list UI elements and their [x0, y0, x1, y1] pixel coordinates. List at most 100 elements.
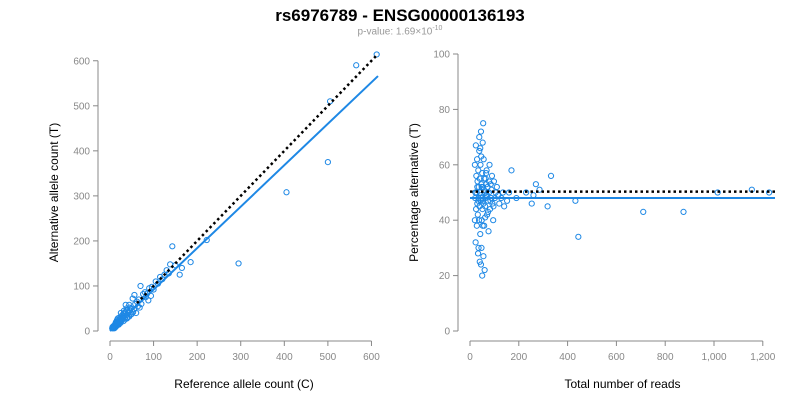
left-data-point	[137, 282, 144, 290]
right-data-point	[501, 203, 508, 210]
right-data-point	[473, 206, 480, 213]
left-y-tick-label: 400	[73, 146, 90, 157]
right-data-point	[485, 228, 492, 235]
right-y-tick-label: 60	[439, 160, 451, 171]
left-data-point	[122, 301, 129, 308]
left-data-point	[353, 62, 360, 69]
right-x-tick-label: 1,200	[750, 352, 775, 363]
left-reference-line	[136, 53, 379, 304]
pvalue-exponent: -10	[432, 25, 443, 32]
right-data-point	[766, 189, 773, 196]
left-y-tick-label: 300	[73, 191, 90, 202]
chart-title: rs6976789 - ENSG00000136193	[275, 6, 525, 25]
right-data-point	[528, 200, 535, 207]
right-y-tick-label: 40	[439, 216, 451, 227]
right-x-tick-label: 600	[608, 352, 625, 363]
right-data-point	[488, 186, 495, 193]
left-x-tick-label: 200	[189, 352, 206, 363]
right-data-point	[477, 230, 484, 238]
right-y-tick-label: 80	[439, 105, 451, 116]
right-data-point	[714, 189, 721, 196]
right-data-point	[479, 222, 486, 229]
right-data-point	[532, 181, 539, 188]
right-scatter-chart: 0 200 400 600 800 1,000 1,200 0 20 40 60 80 100 Total…	[407, 50, 776, 392]
left-y-tick-label: 0	[84, 327, 90, 338]
left-data-point	[136, 304, 143, 311]
left-y-tick-label: 600	[73, 56, 90, 67]
left-data-point	[123, 305, 130, 312]
left-data-point	[131, 291, 138, 299]
right-data-point	[474, 183, 481, 191]
right-data-point	[475, 244, 482, 251]
right-data-point	[479, 139, 486, 146]
right-x-tick-label: 400	[559, 352, 576, 363]
right-data-point	[508, 167, 515, 174]
right-data-point	[474, 250, 482, 257]
right-data-point	[473, 172, 480, 179]
left-x-tick-label: 0	[107, 352, 113, 363]
left-y-tick-label: 100	[73, 281, 90, 292]
left-x-tick-label: 600	[363, 352, 380, 363]
right-data-point	[490, 217, 497, 224]
right-data-point	[472, 142, 479, 149]
right-data-point	[477, 145, 484, 152]
right-data-point	[471, 217, 478, 224]
left-data-point	[169, 243, 176, 250]
right-data-point	[484, 208, 492, 215]
left-data-point	[283, 189, 290, 196]
right-data-point	[483, 170, 490, 177]
left-scatter-chart: 0 100 200 300 400 500 600 0 100 200 300 400 500 600 Re…	[47, 51, 380, 391]
right-data-point	[536, 186, 543, 193]
left-data-point	[167, 261, 174, 268]
right-data-point	[474, 200, 481, 207]
right-data-point	[480, 186, 488, 193]
right-data-point	[547, 172, 555, 179]
left-fit-line	[109, 75, 379, 332]
left-x-tick-label: 100	[145, 352, 162, 363]
right-data-point	[480, 253, 487, 260]
right-data-point	[478, 153, 485, 160]
left-x-axis-label: Reference allele count (C)	[174, 377, 313, 391]
right-x-tick-label: 1,000	[701, 352, 726, 363]
right-data-point	[475, 167, 482, 174]
left-x-tick-label: 500	[320, 352, 337, 363]
right-data-point	[481, 175, 488, 182]
right-data-point	[472, 239, 479, 246]
right-data-point	[482, 214, 489, 221]
left-y-tick-label: 500	[73, 101, 90, 112]
left-y-axis-label: Alternative allele count (T)	[47, 123, 61, 262]
right-y-axis-label: Percentage alternative (T)	[407, 123, 421, 262]
right-data-point	[680, 208, 687, 215]
left-x-tick-label: 300	[232, 352, 249, 363]
left-x-tick-label: 400	[276, 352, 293, 363]
right-data-point	[471, 161, 478, 168]
right-data-point	[490, 203, 497, 210]
right-data-point	[475, 217, 483, 224]
right-data-point	[481, 266, 488, 274]
left-data-point	[176, 271, 183, 278]
right-data-point	[488, 172, 496, 179]
left-data-point	[178, 264, 186, 272]
right-data-point	[544, 203, 551, 210]
left-y-tick-label: 200	[73, 236, 90, 247]
right-data-point	[483, 181, 490, 188]
right-x-tick-label: 800	[657, 352, 674, 363]
left-data-point	[203, 236, 210, 244]
right-x-axis-label: Total number of reads	[564, 377, 680, 391]
right-data-point	[486, 161, 493, 168]
right-data-point	[523, 189, 530, 196]
left-data-point	[187, 258, 194, 266]
right-data-point	[473, 222, 480, 229]
right-data-point	[476, 147, 483, 155]
right-y-tick-label: 0	[444, 327, 450, 338]
right-data-point	[477, 261, 485, 268]
right-data-point	[479, 272, 486, 279]
right-data-point	[474, 211, 481, 218]
right-data-point	[473, 156, 481, 163]
chart-subtitle: p-value: 1.69×10-10	[0, 25, 800, 37]
right-y-tick-label: 100	[433, 50, 450, 61]
right-data-point	[477, 161, 484, 168]
left-data-point	[235, 260, 242, 267]
